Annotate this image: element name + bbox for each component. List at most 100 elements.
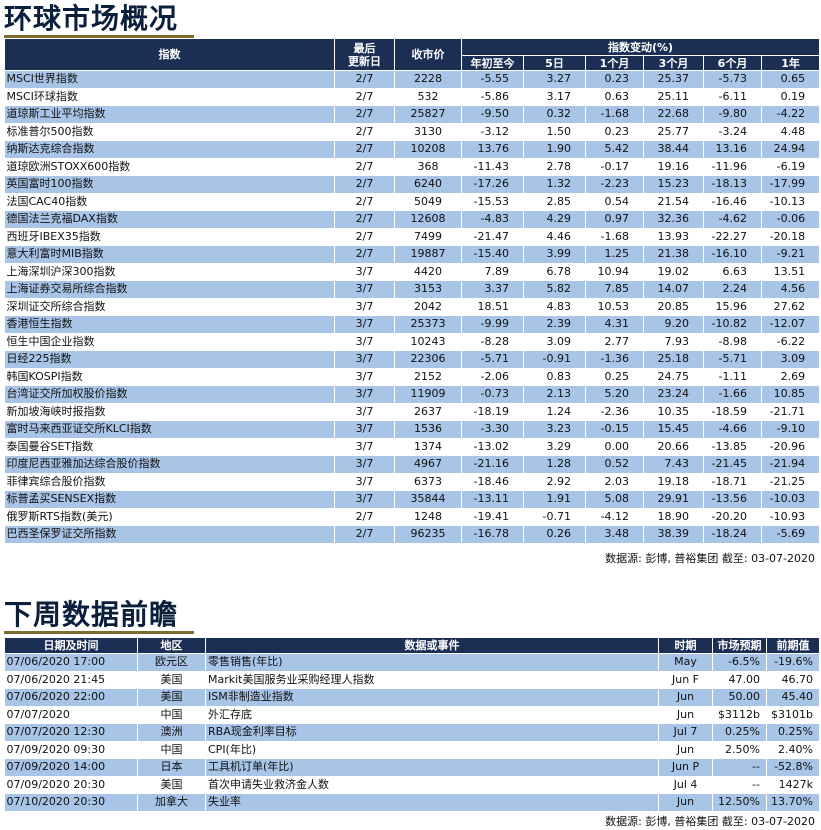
index-name: 台湾证交所加权股价指数	[4, 385, 335, 404]
updated-date: 3/7	[334, 263, 395, 281]
6m-change: -4.66	[703, 420, 762, 439]
ytd-change: -5.86	[461, 88, 524, 106]
3m-change: 25.11	[643, 88, 704, 106]
table-row: 07/07/2020 12:30 澳洲 RBA现金利率目标 Jul 7 0.25% 0.2…	[4, 723, 820, 742]
header-change-group: 指数变动(%)	[460, 38, 821, 56]
table-row: 07/09/2020 09:30 中国 CPI(年比) Jun 2.50% 2.40%	[4, 741, 820, 759]
event-name: 首次申请失业救济金人数	[205, 776, 659, 794]
header-period: 5日	[523, 55, 586, 71]
6m-change: -10.82	[703, 315, 762, 334]
6m-change: -18.59	[703, 403, 762, 421]
3m-change: 20.85	[643, 298, 704, 316]
5d-change: 2.78	[523, 158, 586, 176]
ytd-change: -9.50	[461, 105, 524, 124]
3m-change: 20.66	[643, 438, 704, 456]
index-name: 泰国曼谷SET指数	[4, 438, 335, 456]
index-name: MSCI环球指数	[4, 88, 335, 106]
ytd-change: -16.78	[461, 525, 524, 544]
index-name: 道琼斯工业平均指数	[4, 105, 335, 124]
6m-change: -11.96	[703, 158, 762, 176]
table-row: 菲律宾综合股价指数 3/7 6373 -18.46 2.92 2.03 19.18 -18.7…	[4, 473, 821, 491]
index-name: 上海深圳沪深300指数	[4, 263, 335, 281]
index-name: 菲律宾综合股价指数	[4, 473, 335, 491]
3m-change: 14.07	[643, 280, 704, 299]
ytd-change: -13.02	[461, 438, 524, 456]
3m-change: 29.91	[643, 490, 704, 509]
index-name: 标普孟买SENSEX指数	[4, 490, 335, 509]
3m-change: 10.35	[643, 403, 704, 421]
1m-change: -0.17	[585, 158, 644, 176]
event-name: 外汇存底	[205, 706, 659, 724]
updated-date: 2/7	[334, 88, 395, 106]
ytd-change: -17.26	[461, 175, 524, 194]
event-period: Jun	[658, 793, 713, 812]
event-datetime: 07/10/2020 20:30	[4, 793, 138, 812]
index-name: 新加坡海峡时报指数	[4, 403, 335, 421]
header-period: 时期	[658, 637, 713, 654]
close-value: 11909	[394, 385, 462, 404]
5d-change: 1.24	[523, 403, 586, 421]
ytd-change: -13.11	[461, 490, 524, 509]
1y-change: -10.93	[761, 508, 821, 526]
title-underline	[4, 35, 194, 38]
header-region: 地区	[137, 637, 206, 654]
1y-change: -20.96	[761, 438, 821, 456]
index-name: 俄罗斯RTS指数(美元)	[4, 508, 335, 526]
5d-change: 3.09	[523, 333, 586, 351]
index-name: 标准普尔500指数	[4, 123, 335, 141]
close-value: 4420	[394, 263, 462, 281]
1m-change: 0.00	[585, 438, 644, 456]
close-value: 96235	[394, 525, 462, 544]
6m-change: -18.24	[703, 525, 762, 544]
1y-change: -21.94	[761, 455, 821, 474]
1y-change: -4.22	[761, 105, 821, 124]
updated-date: 3/7	[334, 350, 395, 369]
table-row: MSCI环球指数 2/7 532 -5.86 3.17 0.63 25.11 -6.11 0.1…	[4, 88, 821, 106]
updated-date: 3/7	[334, 473, 395, 491]
close-value: 2042	[394, 298, 462, 316]
6m-change: -18.13	[703, 175, 762, 194]
ytd-change: 7.89	[461, 263, 524, 281]
ytd-change: -15.53	[461, 193, 524, 211]
event-region: 欧元区	[137, 653, 206, 672]
ytd-change: 13.76	[461, 140, 524, 159]
table-row: 标普孟买SENSEX指数 3/7 35844 -13.11 1.91 5.08 29.91-…	[4, 490, 821, 509]
event-period: Jun	[658, 688, 713, 707]
event-period: Jun	[658, 706, 713, 724]
1m-change: -2.23	[585, 175, 644, 194]
event-previous: 0.25%	[766, 723, 820, 742]
3m-change: 25.37	[643, 70, 704, 89]
updated-date: 2/7	[334, 175, 395, 194]
ytd-change: 3.37	[461, 280, 524, 299]
3m-change: 22.68	[643, 105, 704, 124]
6m-change: -5.73	[703, 70, 762, 89]
3m-change: 25.77	[643, 123, 704, 141]
1y-change: 3.09	[761, 350, 821, 369]
1m-change: 0.97	[585, 210, 644, 229]
5d-change: 1.28	[523, 455, 586, 474]
ytd-change: -18.46	[461, 473, 524, 491]
5d-change: 2.85	[523, 193, 586, 211]
event-forecast: 47.00	[712, 671, 767, 689]
source-note: 数据源: 彭博, 普裕集团 截至: 03-07-2020	[605, 552, 815, 565]
6m-change: -1.11	[703, 368, 762, 386]
event-region: 中国	[137, 741, 206, 759]
table-row: 台湾证交所加权股价指数 3/7 11909 -0.73 2.13 5.20 23.24 -1.…	[4, 385, 821, 404]
3m-change: 15.23	[643, 175, 704, 194]
close-value: 532	[394, 88, 462, 106]
event-previous: 45.40	[766, 688, 820, 707]
5d-change: 0.26	[523, 525, 586, 544]
1m-change: 5.08	[585, 490, 644, 509]
1y-change: -21.71	[761, 403, 821, 421]
1y-change: 10.85	[761, 385, 821, 404]
1m-change: 7.85	[585, 280, 644, 299]
5d-change: 3.17	[523, 88, 586, 106]
6m-change: -1.66	[703, 385, 762, 404]
1y-change: 0.19	[761, 88, 821, 106]
event-datetime: 07/09/2020 14:00	[4, 758, 138, 777]
ytd-change: -3.30	[461, 420, 524, 439]
index-name: 香港恒生指数	[4, 315, 335, 334]
1y-change: -12.07	[761, 315, 821, 334]
5d-change: 0.32	[523, 105, 586, 124]
3m-change: 38.39	[643, 525, 704, 544]
